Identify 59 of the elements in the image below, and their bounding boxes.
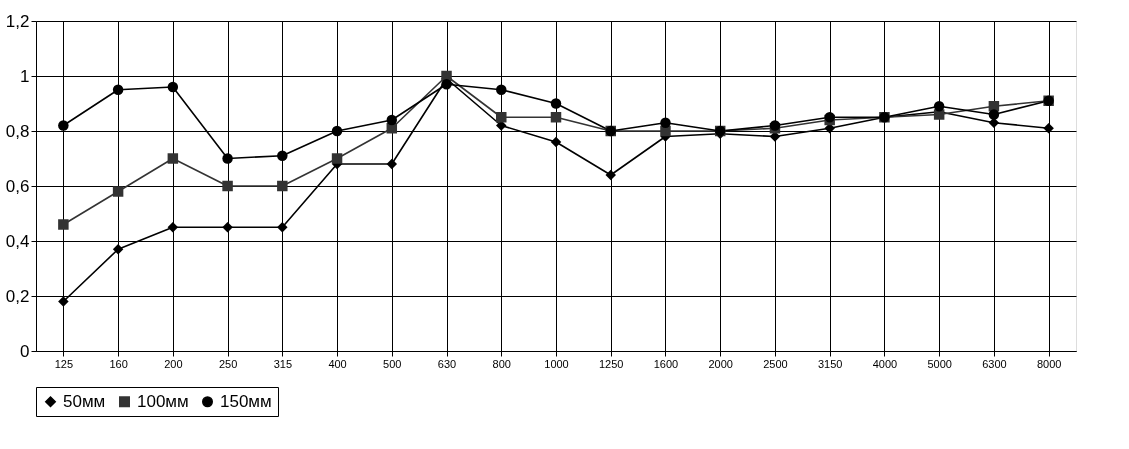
y-tick-label: 1,2 (5, 11, 30, 31)
legend-label: 50мм (63, 391, 106, 411)
x-tick-label: 2000 (708, 357, 733, 370)
x-tick-label: 630 (437, 357, 457, 370)
point (550, 98, 562, 109)
point (331, 153, 343, 164)
x-tick-label: 800 (492, 357, 511, 370)
y-tick-label: 0,8 (5, 121, 30, 141)
point (58, 120, 69, 131)
point (550, 136, 562, 148)
x-tick-label: 3150 (817, 357, 843, 370)
point (167, 222, 179, 233)
point (222, 222, 233, 233)
x-tick-label: 8000 (1036, 357, 1062, 370)
x-tick-label: 160 (109, 357, 128, 370)
point (112, 244, 124, 255)
point (112, 84, 124, 95)
y-tick-label: 1 (20, 66, 30, 86)
x-tick-label: 6300 (982, 357, 1007, 370)
point (605, 169, 616, 181)
point (277, 222, 288, 233)
x-tick-label: 315 (273, 357, 292, 370)
x-tick-label: 400 (328, 357, 347, 370)
x-tick-label: 5000 (927, 357, 952, 370)
x-tick-label: 1000 (544, 357, 569, 370)
x-tick-label: 1250 (598, 357, 624, 370)
point (167, 153, 179, 164)
point (386, 158, 398, 170)
point (222, 153, 233, 164)
point (550, 112, 562, 123)
point (222, 180, 233, 192)
point (58, 296, 69, 307)
point (167, 81, 179, 93)
x-tick-label: 125 (54, 357, 74, 370)
point (933, 101, 945, 112)
point (496, 112, 507, 123)
x-tick-label: 500 (383, 357, 402, 370)
point (58, 219, 69, 230)
point (988, 109, 1000, 120)
y-tick-label: 0 (20, 341, 30, 361)
y-tick-label: 0,6 (5, 176, 30, 196)
point (112, 186, 124, 197)
point (660, 117, 671, 128)
x-tick-label: 200 (164, 357, 183, 370)
legend-label: 100мм (137, 391, 189, 411)
y-tick-label: 0,4 (5, 231, 30, 251)
point (1043, 123, 1054, 134)
point (496, 84, 507, 95)
point (386, 114, 398, 126)
x-tick-label: 4000 (872, 357, 898, 370)
x-tick-label: 1600 (653, 357, 679, 370)
legend-label: 150мм (220, 391, 272, 411)
point (441, 79, 452, 90)
point (331, 125, 343, 137)
x-tick-label: 2500 (763, 357, 788, 370)
point (277, 150, 288, 161)
y-tick-label: 0,2 (5, 286, 30, 306)
point (277, 180, 288, 192)
x-tick-label: 250 (218, 357, 238, 370)
